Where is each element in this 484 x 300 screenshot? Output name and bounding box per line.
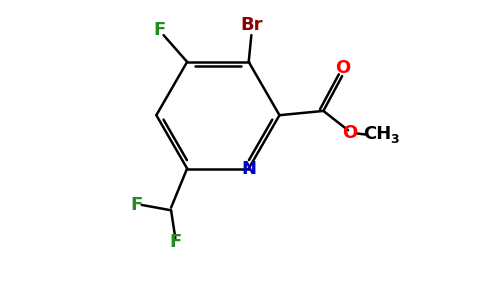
Text: N: N xyxy=(241,160,256,178)
Text: F: F xyxy=(153,21,166,39)
Text: CH: CH xyxy=(363,125,391,143)
Text: O: O xyxy=(335,58,351,76)
Text: Br: Br xyxy=(240,16,263,34)
Text: F: F xyxy=(130,196,142,214)
Text: O: O xyxy=(343,124,358,142)
Text: 3: 3 xyxy=(390,133,399,146)
Text: F: F xyxy=(169,233,182,251)
